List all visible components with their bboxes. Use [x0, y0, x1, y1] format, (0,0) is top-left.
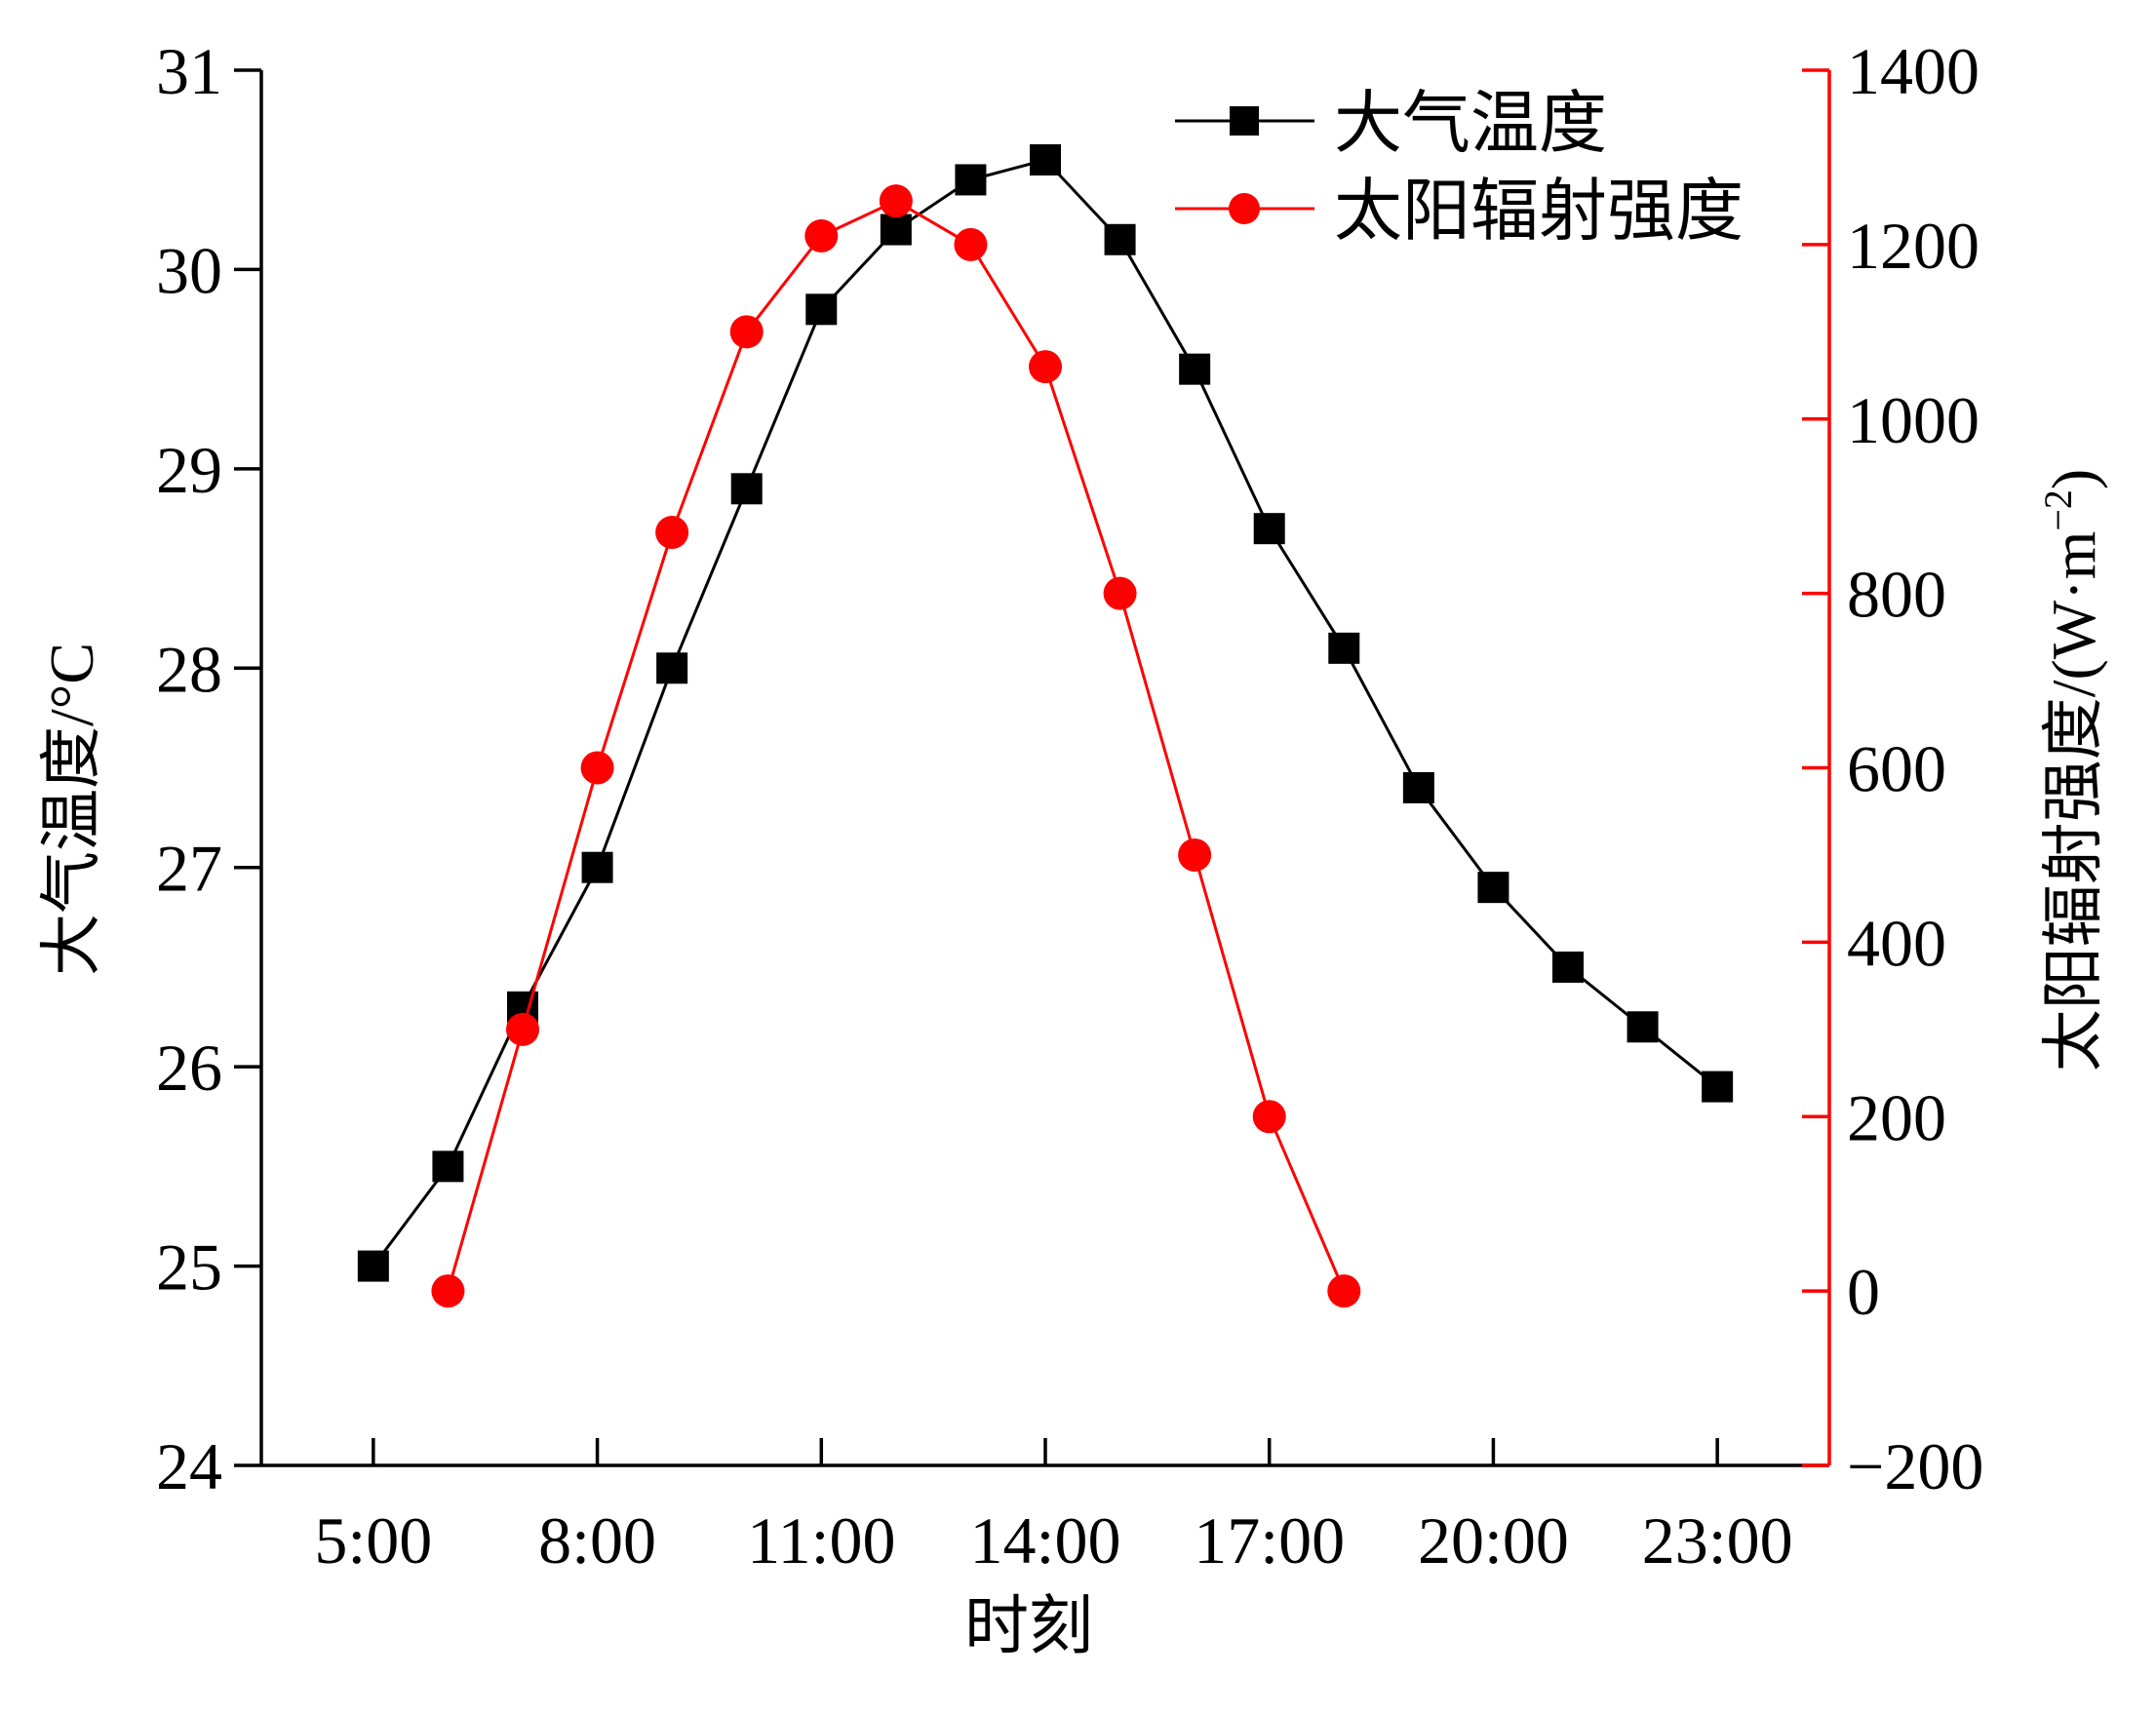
y-right-tick-label: 1400	[1847, 34, 1980, 108]
data-point-square	[1477, 872, 1509, 904]
data-point-square	[1179, 353, 1211, 385]
data-point-circle	[879, 184, 913, 218]
data-point-circle	[580, 751, 614, 785]
data-point-square	[1253, 513, 1285, 545]
x-tick-label: 23:00	[1642, 1503, 1793, 1578]
data-point-square	[1030, 143, 1061, 175]
y-right-tick-label: 0	[1847, 1255, 1880, 1329]
y-left-tick-label: 29	[156, 433, 222, 507]
y-right-tick-label: 200	[1847, 1080, 1946, 1154]
y-right-axis-title-main: 太阳辐射强度/(W·m	[2039, 531, 2108, 1072]
y-left-tick-label: 31	[156, 34, 222, 108]
y-right-tick-label: 600	[1847, 732, 1946, 806]
x-tick-label: 5:00	[314, 1503, 432, 1578]
y-right-axis-title: 太阳辐射强度/(W·m−2)	[2036, 469, 2108, 1072]
data-point-square	[730, 473, 763, 505]
data-point-square	[357, 1250, 389, 1282]
data-point-square	[656, 652, 688, 684]
y-right-axis-title-sup: −2	[2036, 489, 2080, 531]
data-point-circle	[1178, 838, 1212, 872]
y-left-tick-label: 30	[156, 233, 222, 307]
data-point-square	[581, 851, 613, 883]
data-point-square	[1402, 771, 1434, 803]
data-point-square	[1702, 1071, 1734, 1103]
data-point-circle	[1252, 1100, 1286, 1134]
data-point-circle	[1029, 350, 1062, 384]
data-point-square	[805, 293, 838, 326]
y-left-tick-label: 25	[156, 1230, 222, 1305]
data-point-circle	[1103, 576, 1137, 610]
y-left-tick-label: 28	[156, 632, 222, 706]
data-point-square	[1104, 223, 1136, 255]
data-point-square	[1627, 1011, 1659, 1043]
y-right-tick-label: 1200	[1847, 209, 1980, 283]
y-right-tick-label: −200	[1847, 1429, 1983, 1503]
y-right-tick-label: 400	[1847, 906, 1946, 980]
data-point-circle	[954, 227, 988, 261]
y-right-tick-label: 800	[1847, 558, 1946, 632]
data-point-square	[880, 214, 912, 246]
data-point-circle	[1327, 1274, 1361, 1308]
data-point-circle	[506, 1012, 539, 1046]
data-point-circle	[655, 516, 689, 550]
x-tick-label: 17:00	[1194, 1503, 1345, 1578]
x-tick-label: 14:00	[970, 1503, 1121, 1578]
data-point-square	[432, 1150, 464, 1183]
data-point-square	[955, 164, 987, 196]
series-2	[431, 184, 1361, 1308]
legend-item-2: 太阳辐射强度	[1175, 175, 1744, 250]
data-point-circle	[729, 315, 764, 349]
data-point-circle	[804, 218, 839, 253]
series-1	[357, 143, 1734, 1282]
series-line	[372, 158, 1719, 1267]
x-axis-title: 时刻	[964, 1591, 1093, 1662]
legend-item-1: 大气温度	[1175, 87, 1607, 162]
y-left-tick-label: 24	[156, 1429, 222, 1503]
axes: 24 25 26 27 28 29 30 31 −200 0 200 400 600 800 1000 120…	[156, 34, 1983, 1578]
legend-label: 太阳辐射强度	[1334, 175, 1744, 250]
data-point-square	[1552, 951, 1584, 983]
legend-circle-marker	[1229, 193, 1260, 224]
x-tick-label: 11:00	[747, 1503, 895, 1578]
data-point-square	[1328, 632, 1360, 664]
x-tick-label: 20:00	[1418, 1503, 1569, 1578]
data-point-circle	[431, 1274, 465, 1308]
legend-square-marker	[1230, 106, 1259, 136]
y-right-axis-title-end: )	[2039, 469, 2108, 489]
y-left-axis-title: 大气温度/°C	[37, 643, 106, 976]
y-left-tick-label: 26	[156, 1031, 222, 1105]
series-layer	[357, 143, 1734, 1308]
y-left-tick-label: 27	[156, 832, 222, 906]
x-tick-label: 8:00	[538, 1503, 656, 1578]
y-right-tick-label: 1000	[1847, 383, 1980, 457]
legend-label: 大气温度	[1334, 87, 1607, 162]
